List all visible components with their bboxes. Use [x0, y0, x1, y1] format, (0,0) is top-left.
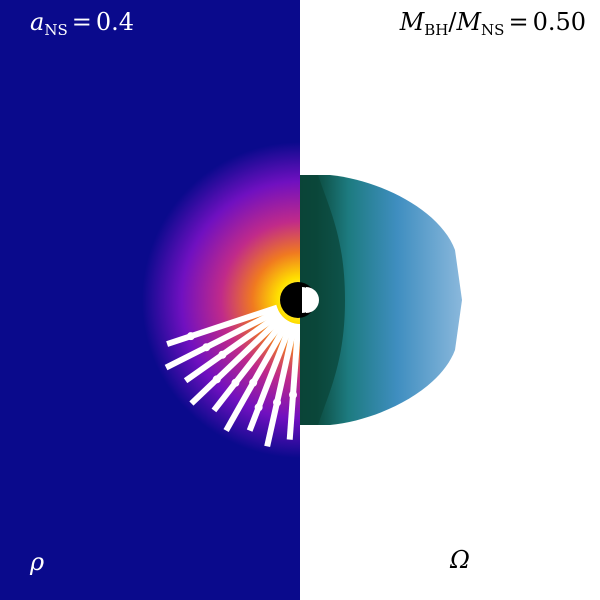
streamline: [166, 304, 279, 347]
inner-band: [300, 175, 345, 425]
right-panel-label: Ω: [449, 546, 470, 574]
streamline-arrow: [273, 398, 282, 407]
symbol: M: [399, 8, 426, 36]
streamline-arrow: [289, 390, 298, 399]
relation: =: [508, 8, 528, 36]
streamline-arrow: [218, 350, 227, 359]
streamline: [246, 321, 295, 432]
subscript: NS: [44, 21, 67, 39]
streamline-arrow: [249, 378, 258, 387]
streamline-arrow: [231, 378, 240, 387]
subscript: BH: [424, 21, 448, 39]
density-field: [142, 142, 300, 458]
streamline: [223, 319, 291, 433]
mass-ratio-label: MBH/MNS = 0.50: [399, 8, 586, 39]
streamline-arrow: [212, 375, 221, 384]
relation: =: [72, 8, 92, 36]
streamline: [164, 308, 280, 371]
value: 0.4: [96, 8, 134, 36]
left-panel-label: ρ: [29, 548, 44, 576]
streamline: [264, 322, 298, 448]
subscript: NS: [481, 21, 504, 39]
value: 0.50: [533, 8, 586, 36]
spin-label: aNS = 0.4: [30, 8, 134, 39]
streamline-arrow: [254, 403, 263, 412]
symbol: M: [455, 8, 482, 36]
slash: /: [448, 8, 457, 36]
streamline: [189, 314, 285, 406]
symbol: a: [30, 8, 44, 36]
streamline: [286, 323, 302, 440]
streamline-arrow: [202, 343, 211, 352]
black-hole-right-fill: [306, 287, 319, 313]
streamline: [183, 311, 283, 384]
angular-velocity-field: [300, 175, 462, 425]
streamline: [211, 317, 288, 413]
streamline-arrow: [186, 332, 195, 341]
